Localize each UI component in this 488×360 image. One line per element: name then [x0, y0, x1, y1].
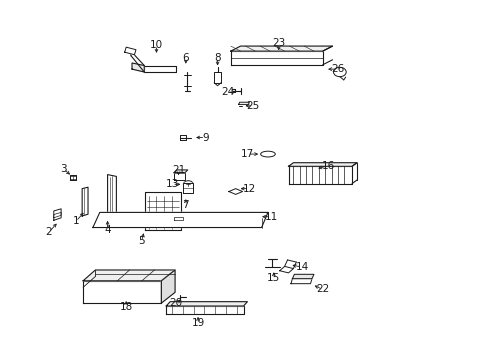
Polygon shape	[230, 51, 322, 65]
Polygon shape	[83, 270, 175, 281]
Text: 4: 4	[104, 225, 111, 235]
Polygon shape	[174, 173, 184, 180]
Polygon shape	[183, 183, 193, 193]
Text: 26: 26	[330, 64, 344, 74]
Polygon shape	[144, 66, 176, 72]
Text: 18: 18	[119, 302, 133, 312]
Polygon shape	[107, 175, 116, 220]
Text: 8: 8	[214, 53, 221, 63]
Text: 17: 17	[240, 149, 254, 159]
Polygon shape	[292, 274, 313, 279]
Polygon shape	[144, 192, 181, 230]
Polygon shape	[228, 189, 242, 194]
Text: 9: 9	[202, 132, 208, 143]
Text: 16: 16	[321, 161, 335, 171]
Text: 1: 1	[72, 216, 79, 226]
Polygon shape	[93, 212, 267, 228]
Text: 19: 19	[191, 318, 204, 328]
Text: 10: 10	[150, 40, 163, 50]
Text: 21: 21	[171, 165, 185, 175]
Polygon shape	[161, 270, 175, 303]
Polygon shape	[290, 279, 311, 284]
Polygon shape	[174, 170, 187, 173]
Text: 25: 25	[246, 101, 260, 111]
Polygon shape	[166, 306, 243, 314]
Polygon shape	[166, 302, 247, 306]
Polygon shape	[279, 266, 293, 273]
Text: 15: 15	[266, 273, 280, 283]
Text: 24: 24	[220, 87, 234, 97]
Polygon shape	[230, 46, 332, 51]
Text: 3: 3	[60, 164, 67, 174]
Polygon shape	[288, 166, 351, 184]
Text: 7: 7	[182, 200, 189, 210]
Text: 12: 12	[242, 184, 256, 194]
Polygon shape	[82, 187, 88, 216]
Text: 2: 2	[45, 227, 52, 237]
Text: 22: 22	[315, 284, 329, 294]
Polygon shape	[288, 163, 356, 166]
Polygon shape	[124, 47, 136, 55]
Polygon shape	[83, 281, 161, 303]
Text: 14: 14	[295, 262, 308, 272]
Text: 23: 23	[271, 38, 285, 48]
Text: 13: 13	[165, 179, 179, 189]
Text: 20: 20	[169, 298, 182, 308]
Text: 6: 6	[182, 53, 189, 63]
Text: 5: 5	[138, 236, 145, 246]
Polygon shape	[132, 63, 144, 72]
Text: 11: 11	[264, 212, 278, 222]
